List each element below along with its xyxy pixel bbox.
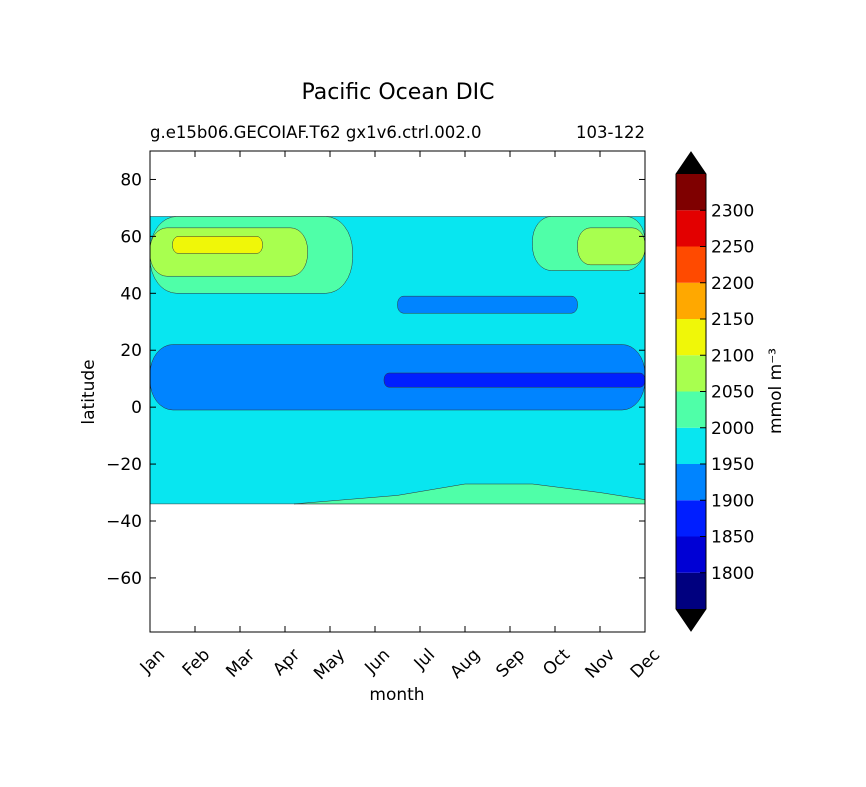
colorbar-segment xyxy=(676,572,706,609)
contour-region-1850 xyxy=(383,372,645,388)
contour-region-2000 xyxy=(293,483,645,505)
colorbar-segment xyxy=(676,319,706,356)
chart-subtitle-right: 103-122 xyxy=(576,123,645,142)
colorbar-label: mmol m⁻³ xyxy=(766,348,786,434)
contour-region-2100 xyxy=(172,236,263,254)
y-tick-label: 40 xyxy=(120,284,142,304)
x-tick-label: Jun xyxy=(361,645,395,679)
x-axis-label: month xyxy=(369,685,424,705)
colorbar-extend-low xyxy=(676,609,706,631)
contour-layer xyxy=(150,216,645,505)
colorbar: 1800 1850 1900 1950 2000 2050 2100 2150 2200 2250… xyxy=(675,151,754,632)
x-tick-label: Aug xyxy=(447,645,485,683)
contour-region-2050 xyxy=(577,227,645,266)
y-axis: 80 60 40 20 0 −20 −40 −60 xyxy=(106,170,645,589)
y-axis-label: latitude xyxy=(79,359,99,424)
colorbar-tick-label: 2150 xyxy=(711,310,754,330)
colorbar-tick-label: 1900 xyxy=(711,491,754,511)
colorbar-tick-label: 1850 xyxy=(711,528,754,548)
y-tick-label: −40 xyxy=(106,512,142,532)
y-tick-label: −20 xyxy=(106,455,142,475)
colorbar-segment xyxy=(676,464,706,501)
colorbar-segment xyxy=(676,391,706,428)
contour-region-1900 xyxy=(397,295,578,314)
x-tick-label: Apr xyxy=(269,645,304,680)
colorbar-tick-label: 2050 xyxy=(711,383,754,403)
y-tick-label: 80 xyxy=(120,170,142,190)
x-tick-label: Sep xyxy=(492,645,529,682)
x-tick-label: Oct xyxy=(539,645,574,680)
x-tick-label: Jan xyxy=(136,645,169,678)
colorbar-tick-label: 2000 xyxy=(711,419,754,439)
colorbar-tick-label: 1950 xyxy=(711,455,754,475)
colorbar-tick-label: 2100 xyxy=(711,346,754,366)
x-tick-label: Mar xyxy=(222,645,259,682)
colorbar-tick-label: 2300 xyxy=(711,201,754,221)
colorbar-segment xyxy=(676,174,706,211)
chart-subtitle-left: g.e15b06.GECOIAF.T62 gx1v6.ctrl.002.0 xyxy=(150,123,482,142)
y-tick-label: 0 xyxy=(131,398,142,418)
x-tick-label: Feb xyxy=(179,645,214,680)
y-tick-label: 20 xyxy=(120,341,142,361)
colorbar-segment xyxy=(676,355,706,392)
colorbar-tick-label: 1800 xyxy=(711,564,754,584)
colorbar-segment xyxy=(676,282,706,319)
y-tick-label: −60 xyxy=(106,569,142,589)
x-tick-label: Dec xyxy=(627,645,664,682)
plot-frame xyxy=(149,150,646,633)
colorbar-tick-label: 2200 xyxy=(711,274,754,294)
x-tick-label: Nov xyxy=(582,645,620,683)
x-tick-label: Jul xyxy=(410,645,439,674)
colorbar-extend-high xyxy=(676,152,706,174)
y-tick-label: 60 xyxy=(120,227,142,247)
colorbar-segment xyxy=(676,536,706,573)
colorbar-outline xyxy=(675,151,707,632)
colorbar-segment xyxy=(676,427,706,464)
chart-title: Pacific Ocean DIC xyxy=(301,80,494,105)
colorbar-segment xyxy=(676,210,706,247)
colorbar-segment xyxy=(676,246,706,283)
colorbar-segment xyxy=(676,500,706,537)
x-tick-label: May xyxy=(310,645,349,684)
colorbar-tick-label: 2250 xyxy=(711,238,754,258)
